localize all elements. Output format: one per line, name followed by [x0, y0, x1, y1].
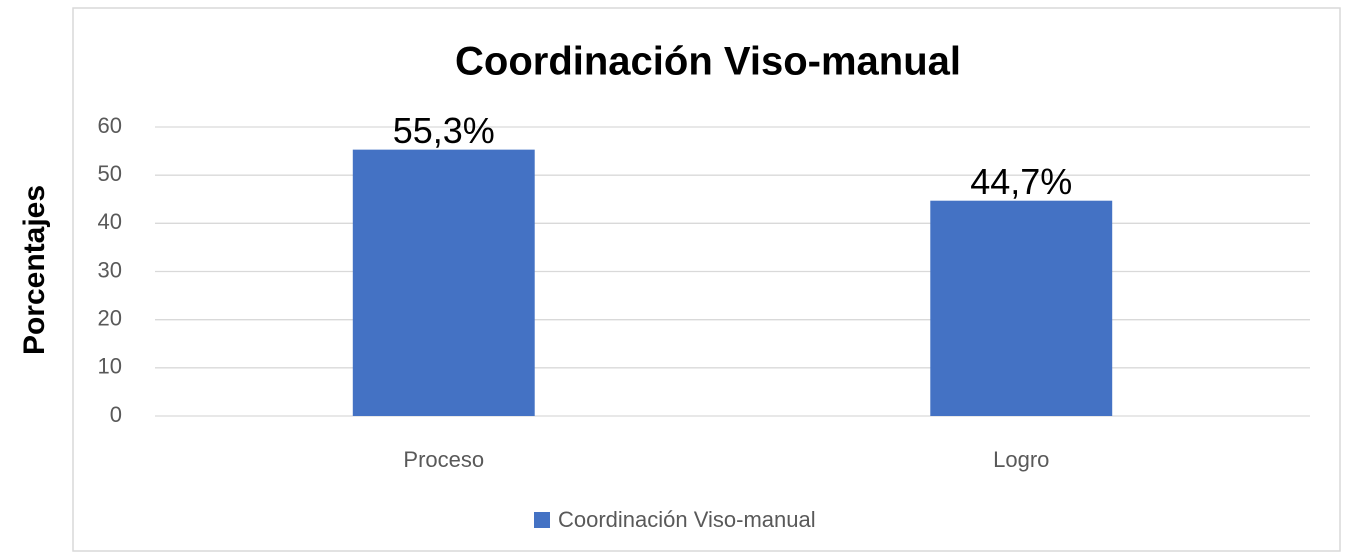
chart-border [72, 7, 1341, 552]
y-tick-label: 50 [98, 161, 122, 186]
legend-label: Coordinación Viso-manual [558, 507, 816, 532]
y-tick-label: 10 [98, 354, 122, 379]
y-tick-label: 30 [98, 257, 122, 282]
legend-swatch [534, 512, 550, 528]
x-tick-label: Proceso [403, 447, 484, 472]
bar [352, 149, 535, 416]
bar [930, 200, 1113, 416]
y-tick-label: 20 [98, 305, 122, 330]
y-tick-label: 40 [98, 209, 122, 234]
x-tick-label: Logro [993, 447, 1049, 472]
y-tick-label: 0 [110, 402, 122, 427]
data-label: 55,3% [393, 110, 495, 151]
y-axis-label: Porcentajes [18, 185, 51, 355]
chart-title: Coordinación Viso-manual [455, 40, 961, 84]
data-label: 44,7% [970, 161, 1072, 202]
y-tick-label: 60 [98, 113, 122, 138]
